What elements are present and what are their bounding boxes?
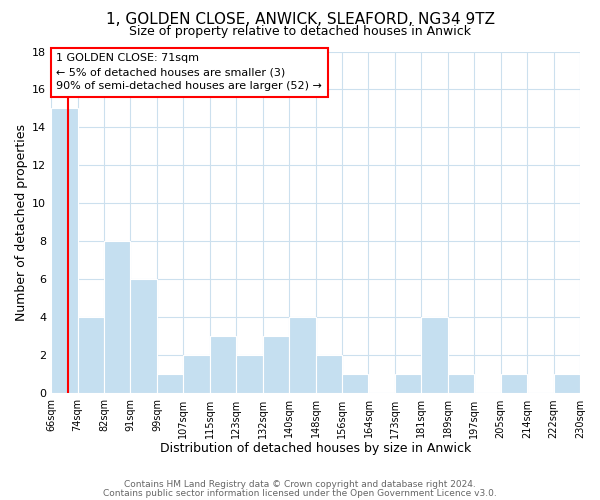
Bar: [236, 356, 263, 394]
Text: Size of property relative to detached houses in Anwick: Size of property relative to detached ho…: [129, 25, 471, 38]
Bar: [421, 318, 448, 394]
Bar: [210, 336, 236, 394]
Bar: [316, 356, 342, 394]
Bar: [51, 108, 77, 394]
Bar: [130, 280, 157, 394]
Bar: [104, 242, 130, 394]
Bar: [157, 374, 184, 394]
Bar: [500, 374, 527, 394]
Bar: [448, 374, 474, 394]
Bar: [77, 318, 104, 394]
Text: Contains public sector information licensed under the Open Government Licence v3: Contains public sector information licen…: [103, 488, 497, 498]
Bar: [289, 318, 316, 394]
Text: 1 GOLDEN CLOSE: 71sqm
← 5% of detached houses are smaller (3)
90% of semi-detach: 1 GOLDEN CLOSE: 71sqm ← 5% of detached h…: [56, 53, 322, 91]
Bar: [184, 356, 210, 394]
X-axis label: Distribution of detached houses by size in Anwick: Distribution of detached houses by size …: [160, 442, 471, 455]
Bar: [395, 374, 421, 394]
Bar: [263, 336, 289, 394]
Bar: [342, 374, 368, 394]
Text: Contains HM Land Registry data © Crown copyright and database right 2024.: Contains HM Land Registry data © Crown c…: [124, 480, 476, 489]
Bar: [554, 374, 580, 394]
Y-axis label: Number of detached properties: Number of detached properties: [15, 124, 28, 321]
Text: 1, GOLDEN CLOSE, ANWICK, SLEAFORD, NG34 9TZ: 1, GOLDEN CLOSE, ANWICK, SLEAFORD, NG34 …: [106, 12, 494, 28]
